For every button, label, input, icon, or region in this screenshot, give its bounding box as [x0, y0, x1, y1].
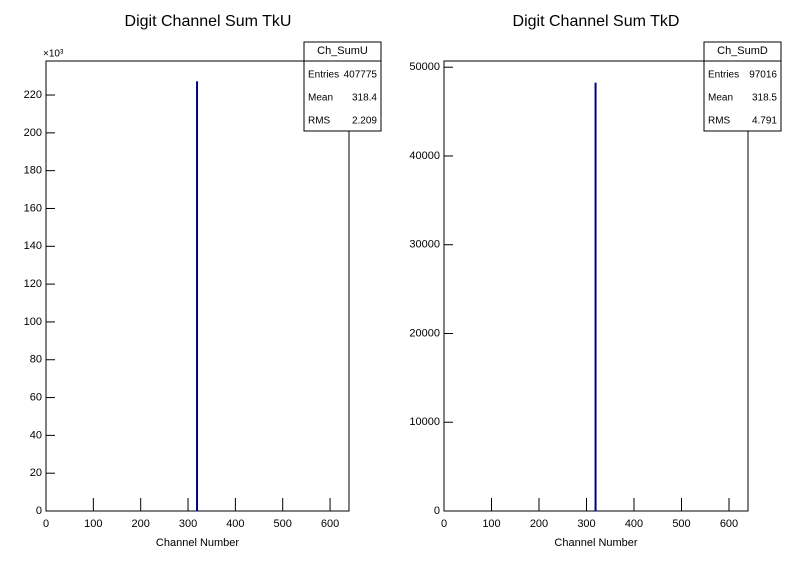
x-tick-label: 0 — [441, 518, 447, 530]
stats-value: 2.209 — [352, 116, 377, 127]
x-tick-label: 600 — [321, 518, 339, 530]
x-tick-label: 300 — [179, 518, 197, 530]
y-tick-label: 80 — [30, 354, 42, 366]
stats-name: Ch_SumU — [317, 45, 368, 57]
x-tick-label: 500 — [672, 518, 690, 530]
x-tick-label: 600 — [720, 518, 738, 530]
y-multiplier: ×10³ — [43, 49, 64, 60]
y-tick-label: 100 — [24, 316, 42, 328]
bar — [196, 81, 199, 512]
y-tick-label: 20 — [30, 467, 42, 479]
x-tick-label: 200 — [132, 518, 150, 530]
y-tick-label: 140 — [24, 240, 42, 252]
stats-key: Entries — [708, 70, 739, 81]
stats-key: Mean — [308, 93, 333, 104]
y-tick-label: 180 — [24, 165, 42, 177]
x-axis-label: Channel Number — [554, 537, 637, 549]
y-tick-label: 120 — [24, 278, 42, 290]
y-tick-label: 30000 — [409, 239, 440, 251]
y-tick-label: 60 — [30, 391, 42, 403]
x-tick-label: 100 — [84, 518, 102, 530]
y-tick-label: 160 — [24, 202, 42, 214]
y-tick-label: 200 — [24, 127, 42, 139]
stats-value: 318.4 — [352, 93, 377, 104]
y-tick-label: 50000 — [409, 61, 440, 73]
chart-title: Digit Channel Sum TkD — [513, 13, 680, 30]
bar — [594, 82, 597, 512]
stats-box — [703, 41, 782, 132]
stats-value: 318.5 — [752, 93, 777, 104]
y-tick-label: 40000 — [409, 150, 440, 162]
y-tick-label: 20000 — [409, 327, 440, 339]
stats-name: Ch_SumD — [717, 45, 768, 57]
stats-value: 97016 — [749, 70, 777, 81]
x-tick-label: 0 — [43, 518, 49, 530]
y-tick-label: 10000 — [409, 416, 440, 428]
x-tick-label: 400 — [625, 518, 643, 530]
y-tick-label: 40 — [30, 429, 42, 441]
x-tick-label: 400 — [226, 518, 244, 530]
stats-box — [303, 41, 382, 132]
x-tick-label: 100 — [482, 518, 500, 530]
stats-value: 4.791 — [752, 116, 777, 127]
y-tick-label: 0 — [434, 505, 440, 517]
stats-value: 407775 — [344, 70, 378, 81]
stats-key: Entries — [308, 70, 339, 81]
x-tick-label: 200 — [530, 518, 548, 530]
stats-key: Mean — [708, 93, 733, 104]
x-tick-label: 500 — [274, 518, 292, 530]
y-tick-label: 220 — [24, 89, 42, 101]
stats-key: RMS — [708, 116, 731, 127]
x-tick-label: 300 — [577, 518, 595, 530]
chart-title: Digit Channel Sum TkU — [125, 13, 292, 30]
x-axis-label: Channel Number — [156, 537, 239, 549]
y-tick-label: 0 — [36, 505, 42, 517]
stats-key: RMS — [308, 116, 331, 127]
